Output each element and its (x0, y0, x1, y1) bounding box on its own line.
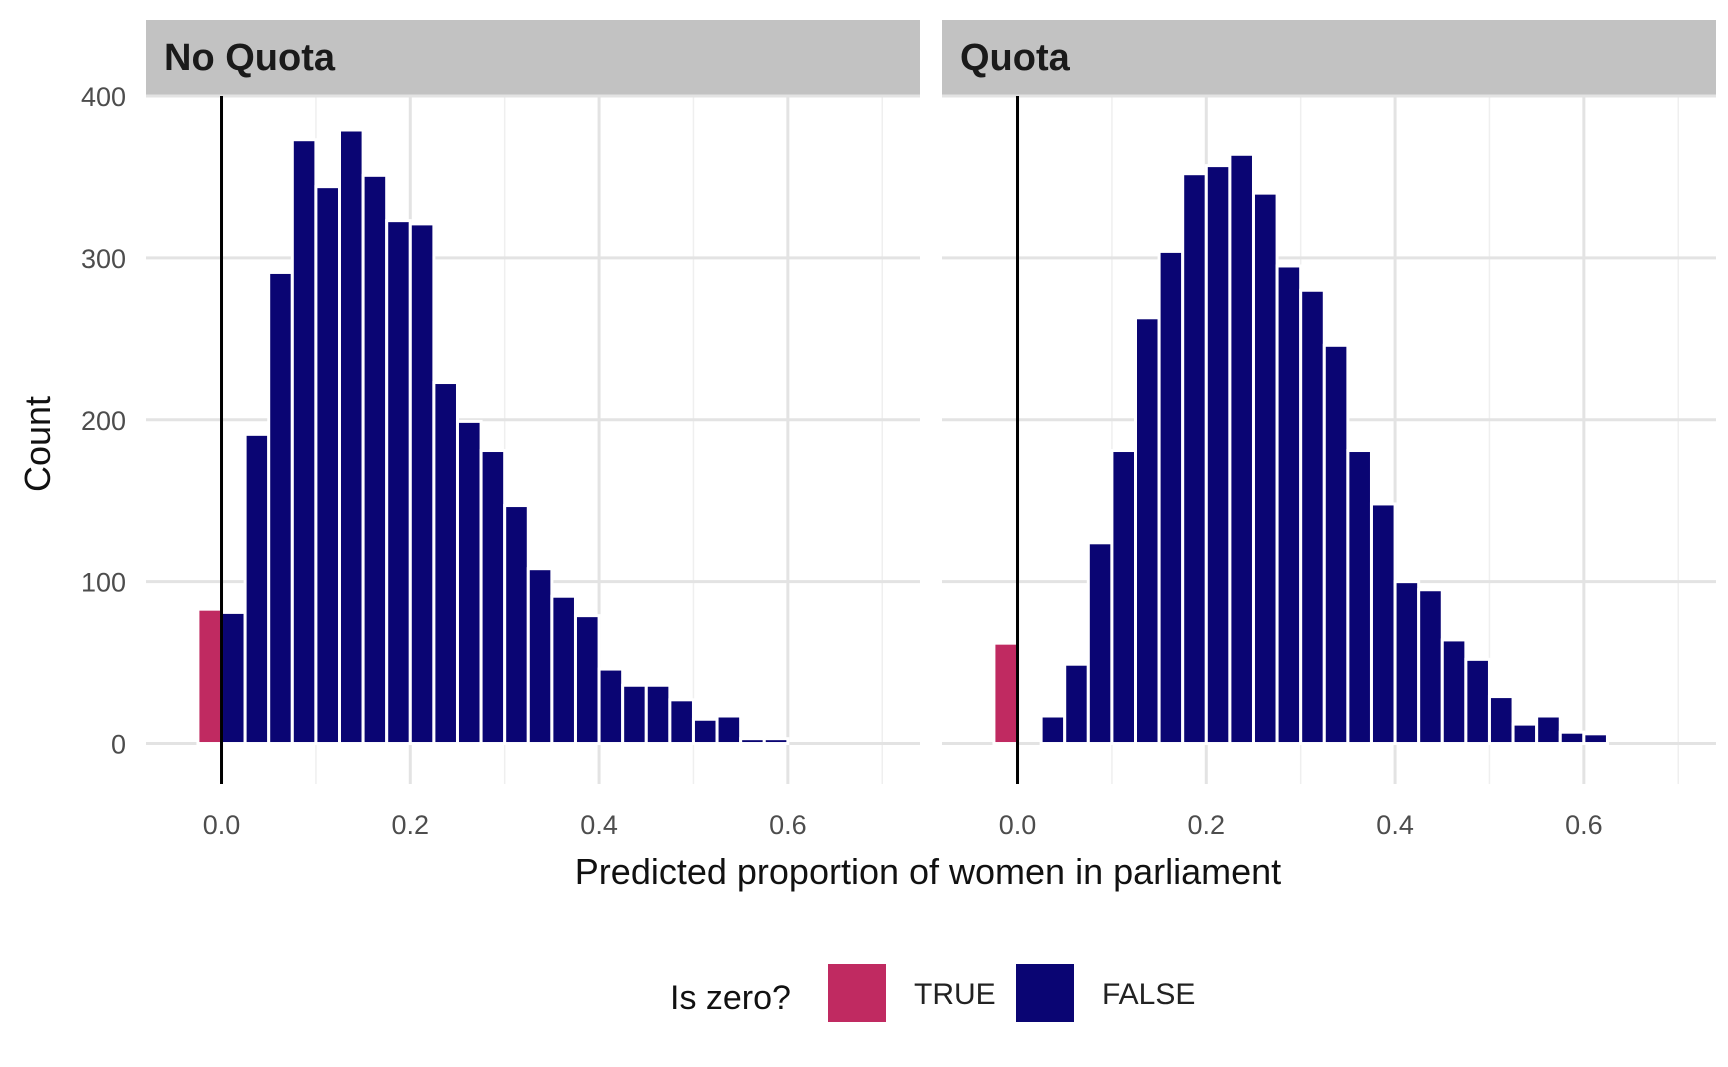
x-tick-label: 0.4 (1376, 810, 1414, 840)
bar-false (1511, 722, 1539, 746)
bar-false (1417, 588, 1444, 746)
bar-false (715, 714, 743, 746)
bar-false (290, 138, 318, 746)
y-tick-label: 200 (81, 406, 126, 436)
bar-false (314, 185, 341, 746)
bar-false (243, 432, 271, 746)
x-tick-label: 0.0 (203, 810, 241, 840)
bar-false (1535, 714, 1562, 746)
x-tick-label: 0.4 (580, 810, 618, 840)
bar-false (668, 698, 695, 746)
legend-title: Is zero? (670, 979, 791, 1017)
bar-false (408, 222, 436, 746)
bar-false (432, 381, 459, 746)
facet-title: Quota (960, 37, 1071, 79)
bar-false (621, 683, 648, 746)
bar-false (550, 594, 577, 746)
bar-false (1558, 730, 1586, 746)
bar-false (1464, 657, 1491, 746)
bar-false (1369, 502, 1397, 746)
bar-true (992, 641, 1020, 746)
panel-no-quota: No Quota 0.0 0.2 0.4 0.6 0 100 200 300 400 (81, 20, 920, 840)
bar-false (1110, 449, 1138, 746)
x-tick-label: 0.0 (999, 810, 1037, 840)
y-tick-label: 0 (111, 730, 126, 760)
bar-false (1228, 152, 1255, 746)
legend-swatch-false (1016, 964, 1074, 1022)
bar-false (1346, 449, 1373, 746)
x-axis-title: Predicted proportion of women in parliam… (575, 851, 1281, 892)
bar-false (361, 173, 389, 746)
bar-false (573, 614, 601, 746)
legend-label-true: TRUE (914, 978, 996, 1011)
bar-false (267, 270, 294, 746)
bar-false (1181, 172, 1208, 746)
bar-false (526, 567, 554, 746)
bar-false (1582, 732, 1609, 746)
bar-false (1299, 288, 1326, 746)
bar-false (762, 737, 790, 746)
facet-title: No Quota (164, 37, 336, 79)
bar-false (1039, 714, 1067, 746)
bar-true (196, 607, 224, 746)
bar-false (1251, 191, 1279, 746)
legend-swatch-true (828, 964, 886, 1022)
bar-false (1204, 164, 1232, 746)
bar-false (739, 737, 766, 746)
bar-false (1487, 695, 1515, 746)
legend: Is zero? TRUE FALSE (670, 964, 1195, 1022)
y-tick-label: 100 (81, 568, 126, 598)
bar-false (503, 504, 530, 746)
y-tick-label: 300 (81, 244, 126, 274)
y-tick-label: 400 (81, 82, 126, 112)
bar-false (385, 219, 412, 746)
bar-false (1393, 580, 1421, 746)
bar-false (1086, 541, 1114, 746)
facet-strip (146, 20, 920, 96)
y-axis-title: Count (17, 396, 58, 492)
bar-false (1063, 662, 1090, 746)
bar-false (1157, 249, 1185, 746)
bar-false (220, 610, 247, 746)
bar-false (1134, 316, 1161, 746)
bar-false (597, 667, 625, 746)
bar-false (1440, 638, 1468, 746)
legend-label-false: FALSE (1102, 978, 1195, 1011)
panels: No Quota 0.0 0.2 0.4 0.6 0 100 200 300 400 Quota 0.… (81, 20, 1716, 840)
x-tick-label: 0.6 (769, 810, 807, 840)
bar-false (1275, 264, 1303, 746)
bar-false (1322, 343, 1350, 746)
x-tick-label: 0.2 (1188, 810, 1226, 840)
facet-strip (942, 20, 1716, 96)
bar-false (691, 717, 719, 746)
x-tick-label: 0.6 (1565, 810, 1603, 840)
bar-false (338, 128, 365, 746)
x-tick-label: 0.2 (392, 810, 430, 840)
bar-false (644, 683, 672, 746)
panel-quota: Quota 0.0 0.2 0.4 0.6 (942, 20, 1716, 840)
bar-false (455, 419, 483, 746)
bar-false (479, 449, 507, 746)
